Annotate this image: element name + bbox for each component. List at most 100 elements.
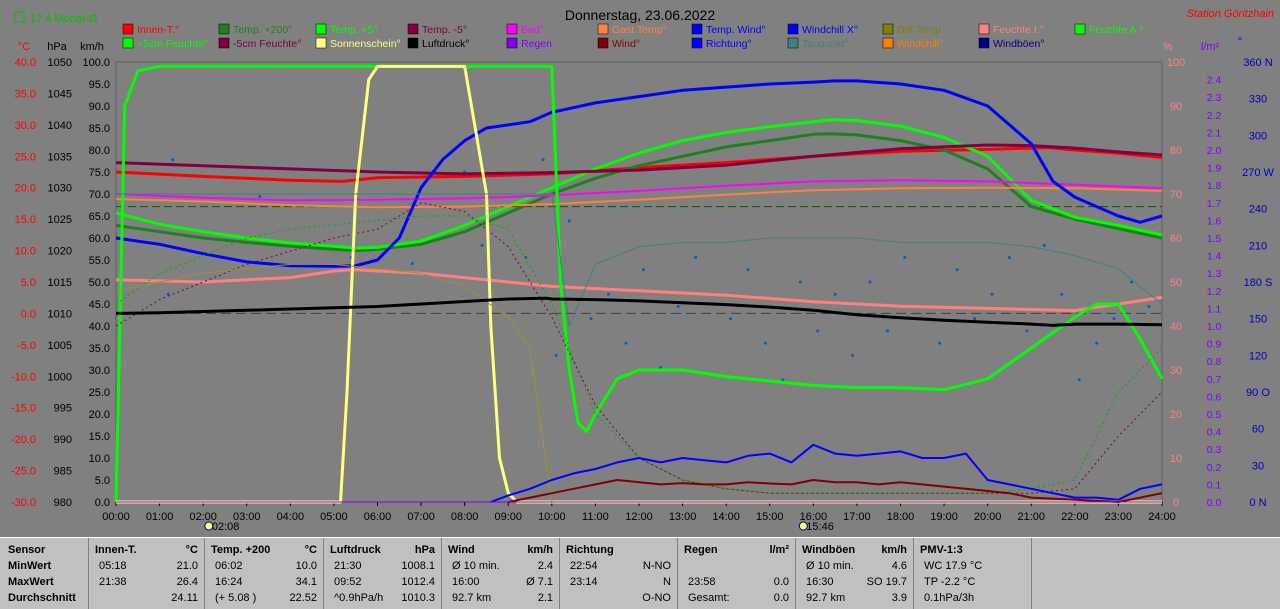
hpa-tick-label: 1005 [48,340,72,352]
temp-tick-label: 20.0 [15,183,36,195]
stat-value-right: O-NO [642,592,671,604]
direction-dot [1077,378,1081,382]
dir-tick-label: 60 [1252,424,1264,436]
stat-value-left: (+ 5.08 ) [215,592,257,604]
dir-tick-label: 0 N [1249,497,1266,509]
stat-value-right: 0.0 [773,592,789,604]
legend-swatch [691,37,703,49]
rain-tick-label: 2.3 [1207,92,1222,104]
series-line [508,479,1163,503]
dir-tick-label: 120 [1249,350,1267,362]
direction-dot [885,329,889,333]
legend-swatch [218,23,230,35]
legend-swatch [691,23,703,35]
stats-min-label: MinWert [8,560,52,572]
stat-value-right: N [663,576,671,588]
series-line [490,443,1163,503]
legend-label: +5cm Feuchte° [137,38,208,50]
stat-value-right: 26.4 [176,576,198,588]
legend-swatch [506,37,518,49]
kmh-tick-label: 20.0 [89,409,110,421]
rain-tick-label: 1.0 [1207,321,1222,333]
direction-dot [541,158,545,162]
legend-label: Wind° [612,38,640,50]
stats-pmv: PMV-1:3 WC 17.9 °C TP -2.2 °C 0.1hPa/3h [914,538,1032,609]
stats-richtung: Richtung 22:54 N-NO 23:14 N O-NO [560,538,678,609]
rain-tick-label: 1.6 [1207,215,1222,227]
stat-value-right: 10.0 [295,560,317,572]
kmh-tick-label: 35.0 [89,343,110,355]
stats-wind: Wind km/h Ø 10 min. 2.4 16:00 Ø 7.1 92.7 km 2.1 [442,538,560,609]
temp-tick-label: 30.0 [15,120,36,132]
direction-dot [166,292,170,296]
direction-dot [990,292,994,296]
time-tick-label: 03:00 [233,511,261,523]
stat-value-left: 16:30 [806,576,834,588]
stats-avg-label: Durchschnitt [8,592,76,604]
stats-max-label: MaxWert [8,576,54,588]
dir-tick-label: 330 [1249,94,1267,106]
stat-value-left: Ø 10 min. [806,560,854,572]
direction-dot [903,256,907,260]
rain-tick-label: 1.8 [1207,180,1222,192]
direction-dot [1129,280,1133,284]
series-line [115,143,1163,176]
stat-value-left: Gesamt: [688,592,730,604]
direction-dot [554,353,558,357]
rain-tick-label: 0.9 [1207,339,1222,351]
temp-tick-label: 15.0 [15,214,36,226]
pct-tick-label: 60 [1170,233,1182,245]
time-tick-label: 00:00 [102,511,130,523]
direction-dot [567,219,571,223]
temp-tick-label: -10.0 [11,371,36,383]
legend-label: Bad° [521,24,544,36]
stat-title: Wind [448,544,475,556]
rain-tick-label: 1.1 [1207,303,1222,315]
direction-dot [624,341,628,345]
stat-value-left: ^0.9hPa/h [334,592,384,604]
legend-label: Gast Temp° [612,24,667,36]
hpa-tick-label: 1050 [48,57,72,69]
time-tick-label: 09:00 [494,511,522,523]
stat-value-left: 0.1hPa/3h [924,592,975,604]
sun-marker-icon [798,521,808,531]
sun-marker-label: 15:46 [806,521,834,533]
stats-luftdruck: Luftdruck hPa 21:30 1008.1 09:52 1012.4 ^0.9hP… [324,538,442,609]
kmh-tick-label: 90.0 [89,101,110,113]
time-tick-label: 17:00 [843,511,871,523]
legend-swatch [978,37,990,49]
rain-tick-label: 1.7 [1207,198,1222,210]
pct-tick-label: 80 [1170,145,1182,157]
time-tick-label: 11:00 [582,511,609,523]
kmh-tick-label: 85.0 [89,123,110,135]
legend-label: Diff Temp. [897,24,944,36]
month-avg-icon [14,11,25,23]
dir-tick-label: 360 N [1243,57,1272,69]
direction-dot [694,256,698,260]
stat-value-right: 2.1 [537,592,553,604]
direction-dot [659,366,663,370]
legend-swatch [122,23,134,35]
stat-value-left: 23:14 [570,576,598,588]
legend-swatch [1074,23,1086,35]
series-line [115,186,1163,209]
rain-tick-label: 0.1 [1207,479,1222,491]
legend-swatch [882,23,894,35]
series-line [115,215,1163,494]
legend-swatch [597,37,609,49]
legend-label: Windböen° [993,38,1044,50]
dir-tick-label: 90 O [1246,387,1270,399]
direction-dot [606,292,610,296]
temp-tick-label: -25.0 [11,466,36,478]
temp-axis-unit: °C [18,41,30,53]
rain-tick-label: 1.9 [1207,163,1222,175]
legend-swatch [787,37,799,49]
month-avg-label: 17.4 Monat-Ø [30,13,98,25]
dir-tick-label: 150 [1249,314,1267,326]
dir-tick-label: 240 [1249,204,1267,216]
series-line [116,193,1163,327]
time-tick-label: 14:00 [712,511,740,523]
chart-title: Donnerstag, 23.06.2022 [565,7,715,23]
pct-tick-label: 100 [1167,57,1185,69]
legend-label: Sonnenschein° [330,38,401,50]
